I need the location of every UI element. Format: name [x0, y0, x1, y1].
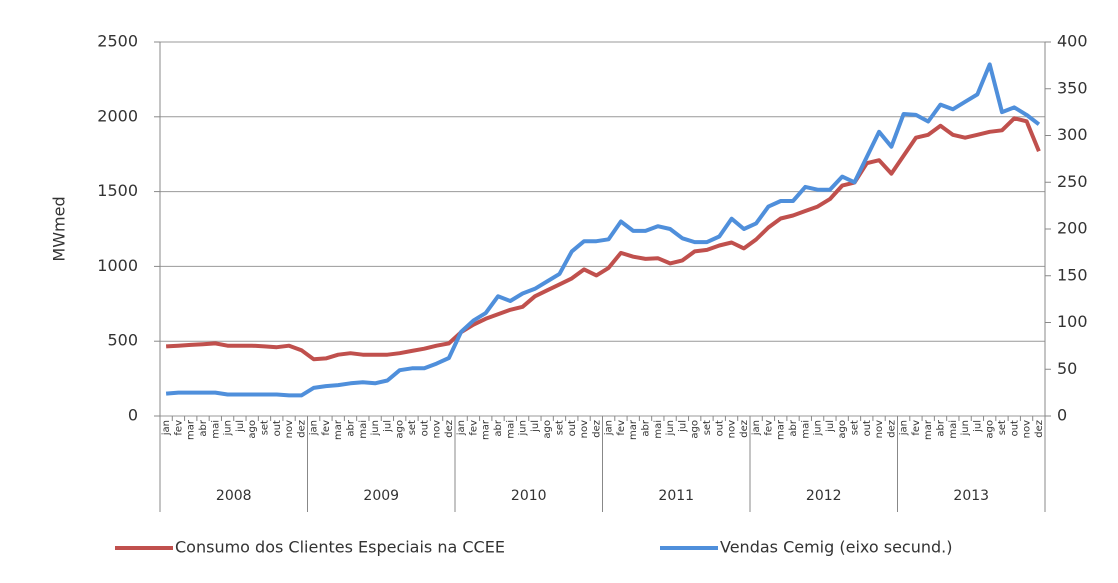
x-tick-label: mai [210, 420, 221, 439]
x-tick-label: fev [173, 420, 184, 436]
legend-label: Consumo dos Clientes Especiais na CCEE [175, 538, 505, 557]
y2-tick-label: 250 [1057, 172, 1088, 191]
x-tick-label: jun [813, 420, 824, 436]
year-label: 2010 [511, 488, 547, 504]
y2-tick-label: 200 [1057, 219, 1088, 238]
year-label: 2012 [806, 488, 842, 504]
x-tick-label: out [862, 420, 873, 436]
x-tick-label: nov [284, 420, 295, 438]
x-tick-label: out [272, 420, 283, 436]
x-tick-label: set [997, 420, 1008, 435]
x-tick-label: jan [604, 420, 615, 436]
y2-tick-label: 350 [1057, 78, 1088, 97]
x-tick-label: nov [579, 420, 590, 438]
x-tick-label: fev [468, 420, 479, 436]
x-tick-label: nov [432, 420, 443, 438]
x-tick-label: mar [186, 419, 197, 440]
x-tick-label: jun [665, 420, 676, 436]
x-tick-label: ago [690, 420, 701, 439]
x-tick-label: jan [899, 420, 910, 436]
x-tick-label: nov [874, 420, 885, 438]
year-label: 2009 [363, 488, 399, 504]
x-tick-label: mai [653, 420, 664, 439]
x-tick-label: mai [358, 420, 369, 439]
x-tick-label: dez [591, 420, 602, 438]
x-tick-label: mai [948, 420, 959, 439]
x-tick-label: fev [616, 420, 627, 436]
year-label: 2011 [658, 488, 694, 504]
x-tick-label: dez [886, 420, 897, 438]
y2-tick-label: 50 [1057, 359, 1077, 378]
x-tick-label: nov [1022, 420, 1033, 438]
x-tick-label: jul [677, 420, 688, 433]
x-tick-label: set [554, 420, 565, 435]
x-tick-label: jul [530, 420, 541, 433]
x-tick-label: jan [309, 420, 320, 436]
x-tick-label: out [714, 420, 725, 436]
x-tick-label: mar [333, 419, 344, 440]
y-tick-label: 500 [107, 331, 138, 350]
series-line [165, 62, 1041, 398]
y-tick-label: 0 [128, 406, 138, 425]
x-tick-label: nov [727, 420, 738, 438]
x-tick-label: jun [960, 420, 971, 436]
x-tick-label: dez [444, 420, 455, 438]
x-tick-label: abr [198, 419, 209, 436]
x-tick-label: out [419, 420, 430, 436]
x-tick-label: mai [800, 420, 811, 439]
y2-tick-label: 100 [1057, 312, 1088, 331]
legend-label: Vendas Cemig (eixo secund.) [720, 538, 952, 557]
x-tick-label: fev [763, 420, 774, 436]
y-axis-label: MWmed [50, 196, 69, 261]
x-tick-label: out [1009, 420, 1020, 436]
y-tick-label: 2500 [97, 32, 138, 51]
x-tick-label: mar [481, 419, 492, 440]
y2-tick-label: 400 [1057, 32, 1088, 51]
x-tick-label: fev [321, 420, 332, 436]
x-tick-label: abr [346, 419, 357, 436]
x-tick-label: ago [395, 420, 406, 439]
x-tick-label: ago [247, 420, 258, 439]
y2-tick-label: 150 [1057, 265, 1088, 284]
x-tick-label: set [702, 420, 713, 435]
x-tick-label: fev [911, 420, 922, 436]
y-tick-label: 2000 [97, 106, 138, 125]
x-tick-label: jul [825, 420, 836, 433]
x-tick-label: jun [223, 420, 234, 436]
year-label: 2013 [953, 488, 989, 504]
x-tick-label: ago [542, 420, 553, 439]
x-tick-label: ago [985, 420, 996, 439]
x-tick-label: out [567, 420, 578, 436]
x-tick-label: set [849, 420, 860, 435]
x-tick-label: set [407, 420, 418, 435]
x-tick-label: abr [788, 419, 799, 436]
x-tick-label: dez [1034, 420, 1045, 438]
x-tick-label: mar [776, 419, 787, 440]
x-tick-label: jan [751, 420, 762, 436]
x-tick-label: jun [518, 420, 529, 436]
x-tick-label: dez [296, 420, 307, 438]
x-tick-label: abr [936, 419, 947, 436]
x-tick-label: jul [382, 420, 393, 433]
x-tick-label: jan [456, 420, 467, 436]
x-tick-label: jul [972, 420, 983, 433]
x-tick-label: abr [493, 419, 504, 436]
x-tick-label: jun [370, 420, 381, 436]
y2-tick-label: 300 [1057, 125, 1088, 144]
x-tick-label: jul [235, 420, 246, 433]
y-tick-label: 1500 [97, 181, 138, 200]
x-tick-label: abr [641, 419, 652, 436]
year-label: 2008 [216, 488, 252, 504]
y2-tick-label: 0 [1057, 406, 1067, 425]
x-tick-label: mai [505, 420, 516, 439]
series-line [165, 116, 1041, 362]
x-tick-label: set [259, 420, 270, 435]
x-tick-label: mar [923, 419, 934, 440]
y-tick-label: 1000 [97, 256, 138, 275]
x-tick-label: ago [837, 420, 848, 439]
x-tick-label: dez [739, 420, 750, 438]
x-tick-label: jan [161, 420, 172, 436]
x-tick-label: mar [628, 419, 639, 440]
